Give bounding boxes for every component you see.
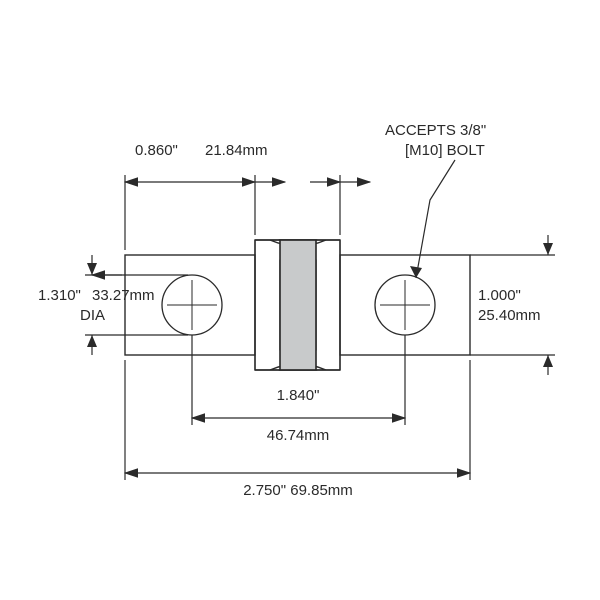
svg-text:46.74mm: 46.74mm bbox=[267, 427, 330, 444]
svg-text:1.000": 1.000" bbox=[478, 287, 521, 304]
svg-text:33.27mm: 33.27mm bbox=[92, 287, 155, 304]
dia-suffix: DIA bbox=[80, 307, 105, 324]
svg-text:ACCEPTS 3/8": ACCEPTS 3/8" bbox=[385, 122, 486, 139]
dim-top-mm: 21.84mm bbox=[205, 142, 268, 159]
dia-mm: 33.27mm bbox=[92, 287, 155, 304]
dim-top-tab-width: 0.860" 21.84mm bbox=[125, 142, 268, 250]
dia-in: 1.310" bbox=[38, 287, 81, 304]
overall-in: 2.750" bbox=[243, 482, 286, 499]
ctr-mm: 46.74mm bbox=[267, 427, 330, 444]
fuse-band-rect bbox=[280, 240, 316, 370]
svg-text:21.84mm: 21.84mm bbox=[205, 142, 268, 159]
bolt-line1: ACCEPTS 3/8" bbox=[385, 122, 486, 139]
svg-text:[M10] BOLT: [M10] BOLT bbox=[405, 142, 485, 159]
svg-text:1.840": 1.840" bbox=[277, 387, 320, 404]
svg-text:0.860": 0.860" bbox=[135, 142, 178, 159]
overall-mm: 69.85mm bbox=[290, 482, 353, 499]
dim-top-in: 0.860" bbox=[135, 142, 178, 159]
svg-text:2.750" 69.85mm: 2.750" 69.85mm bbox=[243, 482, 353, 499]
technical-drawing: 0.860" 21.84mm ACCEPTS 3/8" [M10] BOLT 1… bbox=[0, 0, 600, 600]
svg-text:DIA: DIA bbox=[80, 307, 105, 324]
h-in: 1.000" bbox=[478, 287, 521, 304]
svg-text:1.310": 1.310" bbox=[38, 287, 81, 304]
bolt-line2: [M10] BOLT bbox=[405, 142, 485, 159]
svg-text:25.40mm: 25.40mm bbox=[478, 307, 541, 324]
h-mm: 25.40mm bbox=[478, 307, 541, 324]
dim-center-top-markers bbox=[310, 175, 370, 235]
dim-height: 1.000" 25.40mm bbox=[470, 235, 555, 375]
fuse-part bbox=[125, 240, 470, 370]
ctr-in: 1.840" bbox=[277, 387, 320, 404]
